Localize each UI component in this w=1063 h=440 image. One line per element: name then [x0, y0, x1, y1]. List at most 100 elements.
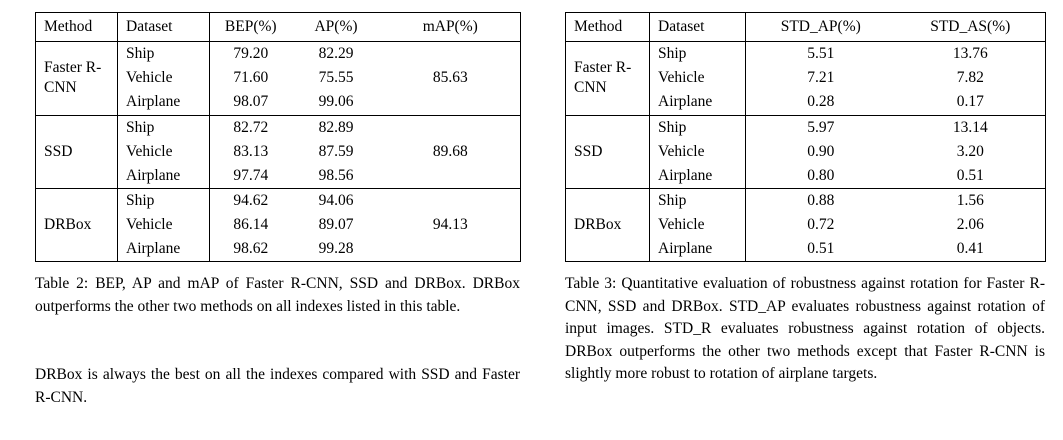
- table-row: Airplane 98.62 99.28: [36, 237, 521, 262]
- method-cell: Faster R-CNN: [35, 41, 118, 116]
- table-row: SSD Ship 82.72 82.89 89.68: [35, 114, 521, 189]
- std-as-cell: 1.56: [895, 187, 1046, 214]
- table-row: DRBox Ship 0.88 1.56: [565, 187, 1046, 262]
- table-row: Vehicle 7.21 7.82: [566, 66, 1046, 91]
- std-as-cell: 13.14: [895, 114, 1046, 140]
- two-column-layout: Method Dataset BEP(%) AP(%) mAP(%) Faste…: [35, 12, 1063, 409]
- std-ap-cell: 0.90: [807, 142, 835, 160]
- bep-cell: 83.13: [233, 142, 269, 160]
- dataset-cell: Ship: [649, 41, 746, 67]
- dataset-cell: Ship: [117, 187, 210, 214]
- ap-cell: 98.56: [318, 166, 354, 184]
- table-3-body: Faster R-CNN Ship 5.51 13.76 Vehicle 7.2…: [565, 41, 1046, 262]
- header-method: Method: [565, 12, 650, 43]
- bep-cell: 94.62: [209, 187, 292, 214]
- header-dataset: Dataset: [649, 12, 746, 43]
- ap-cell: 99.28: [318, 240, 354, 258]
- table-2-body: Faster R-CNN Ship 79.20 82.29 85.63 Vehi…: [35, 41, 521, 262]
- std-ap-cell: 0.80: [807, 166, 835, 184]
- map-cell: 94.13: [380, 187, 521, 262]
- dataset-cell: Airplane: [649, 237, 746, 262]
- table-row: Airplane 0.28 0.17: [566, 90, 1046, 116]
- std-as-cell: 3.20: [956, 142, 984, 160]
- table-row: Airplane 97.74 98.56: [36, 163, 521, 189]
- dataset-cell: Vehicle: [649, 139, 746, 164]
- ap-cell: 87.59: [318, 142, 354, 160]
- std-ap-cell: 0.28: [807, 93, 835, 111]
- std-as-cell: 2.06: [956, 216, 984, 234]
- table-header-row: Method Dataset STD_AP(%) STD_AS(%): [565, 12, 1046, 43]
- bep-cell: 71.60: [233, 69, 269, 87]
- right-column: Method Dataset STD_AP(%) STD_AS(%) Faste…: [565, 12, 1046, 386]
- method-cell: DRBox: [565, 187, 650, 262]
- ap-cell: 89.07: [318, 216, 354, 234]
- table-row: Airplane 0.80 0.51: [566, 163, 1046, 189]
- dataset-cell: Airplane: [649, 163, 746, 189]
- table-2-caption: Table 2: BEP, AP and mAP of Faster R-CNN…: [35, 275, 520, 315]
- std-as-cell: 0.17: [956, 93, 984, 111]
- dataset-cell: Ship: [117, 114, 210, 140]
- table-row: DRBox Ship 94.62 94.06 94.13: [35, 187, 521, 262]
- table-row: Vehicle 71.60 75.55: [36, 66, 521, 91]
- std-ap-cell: 5.97: [745, 114, 896, 140]
- std-ap-cell: 0.51: [807, 240, 835, 258]
- bep-cell: 98.07: [233, 93, 269, 111]
- method-cell: DRBox: [35, 187, 118, 262]
- ap-cell: 99.06: [318, 93, 354, 111]
- header-map: mAP(%): [380, 12, 521, 43]
- header-ap: AP(%): [291, 12, 381, 43]
- map-cell: 89.68: [380, 114, 521, 189]
- std-ap-cell: 0.72: [807, 216, 835, 234]
- bep-cell: 86.14: [233, 216, 269, 234]
- method-cell: SSD: [565, 114, 650, 189]
- dataset-cell: Vehicle: [649, 213, 746, 238]
- dataset-cell: Ship: [117, 41, 210, 67]
- dataset-cell: Airplane: [117, 163, 210, 189]
- ap-cell: 82.29: [318, 45, 354, 63]
- bep-cell: 98.62: [233, 240, 269, 258]
- header-dataset: Dataset: [117, 12, 210, 43]
- method-cell: SSD: [35, 114, 118, 189]
- table-row: Vehicle 0.72 2.06: [566, 213, 1046, 238]
- std-ap-cell: 5.51: [807, 45, 835, 63]
- dataset-cell: Ship: [649, 114, 746, 140]
- std-as-cell: 13.76: [952, 45, 988, 63]
- dataset-cell: Airplane: [117, 237, 210, 262]
- header-method: Method: [35, 12, 118, 43]
- dataset-cell: Airplane: [649, 90, 746, 116]
- table-3-caption: Table 3: Quantitative evaluation of robu…: [565, 275, 1045, 383]
- table-row: Vehicle 0.90 3.20: [566, 139, 1046, 164]
- bep-cell: 79.20: [233, 45, 269, 63]
- map-cell: 85.63: [432, 69, 468, 87]
- std-ap-cell: 0.88: [745, 187, 896, 214]
- bep-cell: 97.74: [233, 166, 269, 184]
- table-3: Method Dataset STD_AP(%) STD_AS(%) Faste…: [565, 12, 1046, 263]
- table-2: Method Dataset BEP(%) AP(%) mAP(%) Faste…: [35, 12, 521, 263]
- bep-cell: 82.72: [209, 114, 292, 140]
- std-as-cell: 7.82: [956, 69, 984, 87]
- std-as-cell: 0.51: [956, 166, 984, 184]
- std-ap-cell: 7.21: [807, 69, 835, 87]
- std-as-cell: 0.41: [956, 240, 984, 258]
- table-row: Airplane 98.07 99.06: [36, 90, 521, 116]
- ap-cell: 94.06: [291, 187, 381, 214]
- table-row: Vehicle 83.13 87.59: [36, 139, 521, 164]
- table-3-header: Method Dataset STD_AP(%) STD_AS(%): [565, 12, 1046, 43]
- table-header-row: Method Dataset BEP(%) AP(%) mAP(%): [35, 12, 521, 43]
- table-row: Airplane 0.51 0.41: [566, 237, 1046, 262]
- ap-cell: 75.55: [318, 69, 354, 87]
- body-paragraph: DRBox is always the best on all the inde…: [35, 366, 520, 406]
- ap-cell: 82.89: [291, 114, 381, 140]
- table-row: Faster R-CNN Ship 5.51 13.76: [565, 41, 1046, 116]
- dataset-cell: Airplane: [117, 90, 210, 116]
- method-cell: Faster R-CNN: [565, 41, 650, 116]
- header-std-ap: STD_AP(%): [745, 12, 896, 43]
- table-row: Faster R-CNN Ship 79.20 82.29 85.63: [35, 41, 521, 116]
- header-std-as: STD_AS(%): [895, 12, 1046, 43]
- table-row: Vehicle 86.14 89.07: [36, 213, 521, 238]
- dataset-cell: Vehicle: [117, 66, 210, 91]
- header-bep: BEP(%): [209, 12, 292, 43]
- dataset-cell: Vehicle: [117, 139, 210, 164]
- dataset-cell: Vehicle: [649, 66, 746, 91]
- dataset-cell: Ship: [649, 187, 746, 214]
